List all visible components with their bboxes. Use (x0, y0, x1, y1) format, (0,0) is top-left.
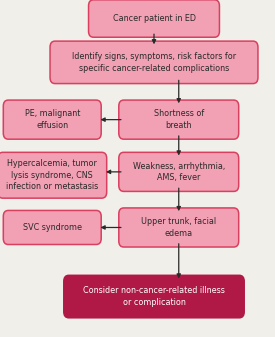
Text: PE, malignant
effusion: PE, malignant effusion (24, 110, 80, 130)
Text: Upper trunk, facial
edema: Upper trunk, facial edema (141, 217, 216, 238)
Text: Shortness of
breath: Shortness of breath (154, 110, 204, 130)
FancyBboxPatch shape (89, 0, 219, 37)
Text: Cancer patient in ED: Cancer patient in ED (112, 14, 196, 23)
FancyBboxPatch shape (119, 100, 239, 139)
Text: Weakness, arrhythmia,
AMS, fever: Weakness, arrhythmia, AMS, fever (133, 162, 225, 182)
FancyBboxPatch shape (3, 210, 101, 245)
Text: Identify signs, symptoms, risk factors for
specific cancer-related complications: Identify signs, symptoms, risk factors f… (72, 52, 236, 72)
FancyBboxPatch shape (119, 208, 239, 247)
FancyBboxPatch shape (3, 100, 101, 139)
FancyBboxPatch shape (0, 152, 107, 198)
Text: SVC syndrome: SVC syndrome (23, 223, 82, 232)
FancyBboxPatch shape (64, 275, 244, 318)
FancyBboxPatch shape (50, 41, 258, 84)
Text: Hypercalcemia, tumor
lysis syndrome, CNS
infection or metastasis: Hypercalcemia, tumor lysis syndrome, CNS… (6, 159, 98, 191)
FancyBboxPatch shape (119, 152, 239, 191)
Text: Consider non-cancer-related illness
or complication: Consider non-cancer-related illness or c… (83, 286, 225, 307)
